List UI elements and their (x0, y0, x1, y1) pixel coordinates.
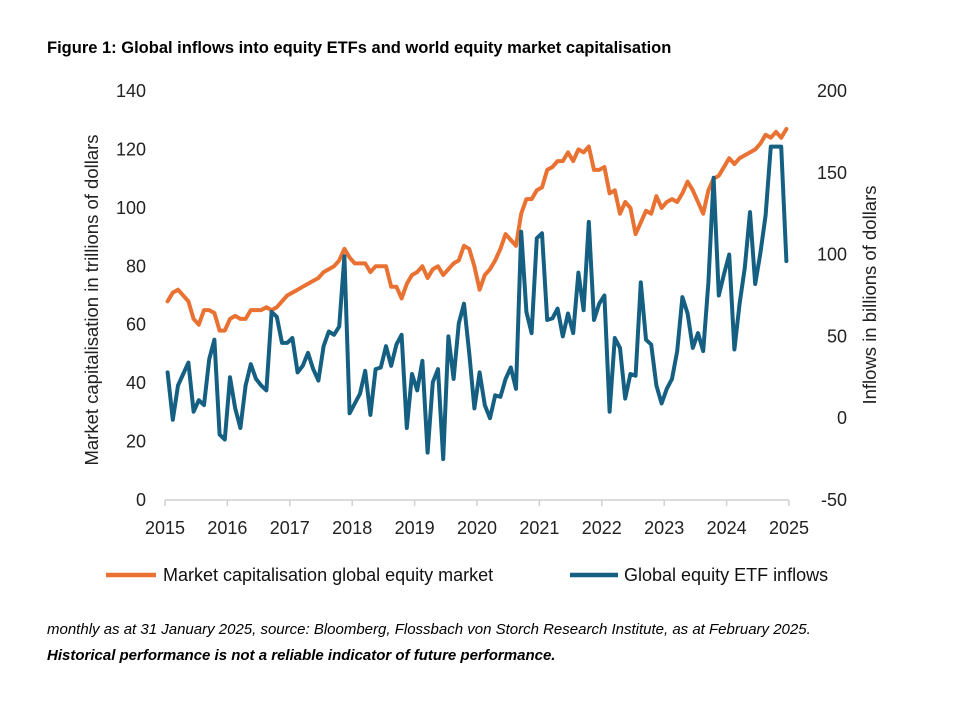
y-left-tick-label: 0 (136, 490, 146, 510)
x-tick-label: 2015 (145, 518, 185, 538)
y-left-tick-label: 140 (116, 81, 146, 101)
y-axis-right-title: Inflows in billions of dollars (859, 185, 880, 404)
series-line-market-cap (165, 127, 789, 333)
x-tick-label: 2024 (707, 518, 747, 538)
y-right-tick-label: 100 (817, 245, 847, 265)
y-left-tick-label: 60 (126, 315, 146, 335)
y-right-tick-label: 0 (837, 408, 847, 428)
y-left-tick-label: 80 (126, 256, 146, 276)
legend-label-market-cap: Market capitalisation global equity mark… (163, 565, 493, 585)
legend-label-etf-inflows: Global equity ETF inflows (624, 565, 828, 585)
figure-title: Figure 1: Global inflows into equity ETF… (47, 39, 672, 57)
disclaimer: Historical performance is not a reliable… (47, 647, 556, 664)
x-tick-label: 2021 (519, 518, 559, 538)
y-left-tick-label: 40 (126, 373, 146, 393)
x-axis: 2015 2016 2017 2018 2019 2020 2021 2022 2023 2024… (145, 499, 809, 538)
x-tick-label: 2019 (395, 518, 435, 538)
y-right-tick-label: -50 (821, 490, 847, 510)
series-line-etf-inflows (165, 144, 789, 462)
y-left-tick-label: 20 (126, 432, 146, 452)
y-axis-right: -50 0 50 100 150 200 (817, 81, 847, 510)
y-axis-left-title: Market capitalisation in trillions of do… (81, 134, 102, 465)
footnote: monthly as at 31 January 2025, source: B… (47, 621, 811, 638)
y-right-tick-label: 200 (817, 81, 847, 101)
series-lines (165, 127, 789, 462)
y-left-tick-label: 120 (116, 139, 146, 159)
legend: Market capitalisation global equity mark… (106, 565, 828, 585)
x-tick-label: 2023 (644, 518, 684, 538)
x-tick-label: 2017 (270, 518, 310, 538)
x-tick-label: 2018 (332, 518, 372, 538)
x-tick-label: 2020 (457, 518, 497, 538)
x-tick-label: 2022 (582, 518, 622, 538)
y-right-tick-label: 150 (817, 163, 847, 183)
y-right-tick-label: 50 (827, 326, 847, 346)
y-axis-left: 0 20 40 60 80 100 120 140 (116, 81, 146, 510)
x-tick-label: 2016 (207, 518, 247, 538)
x-tick-label: 2025 (769, 518, 809, 538)
y-left-tick-label: 100 (116, 198, 146, 218)
